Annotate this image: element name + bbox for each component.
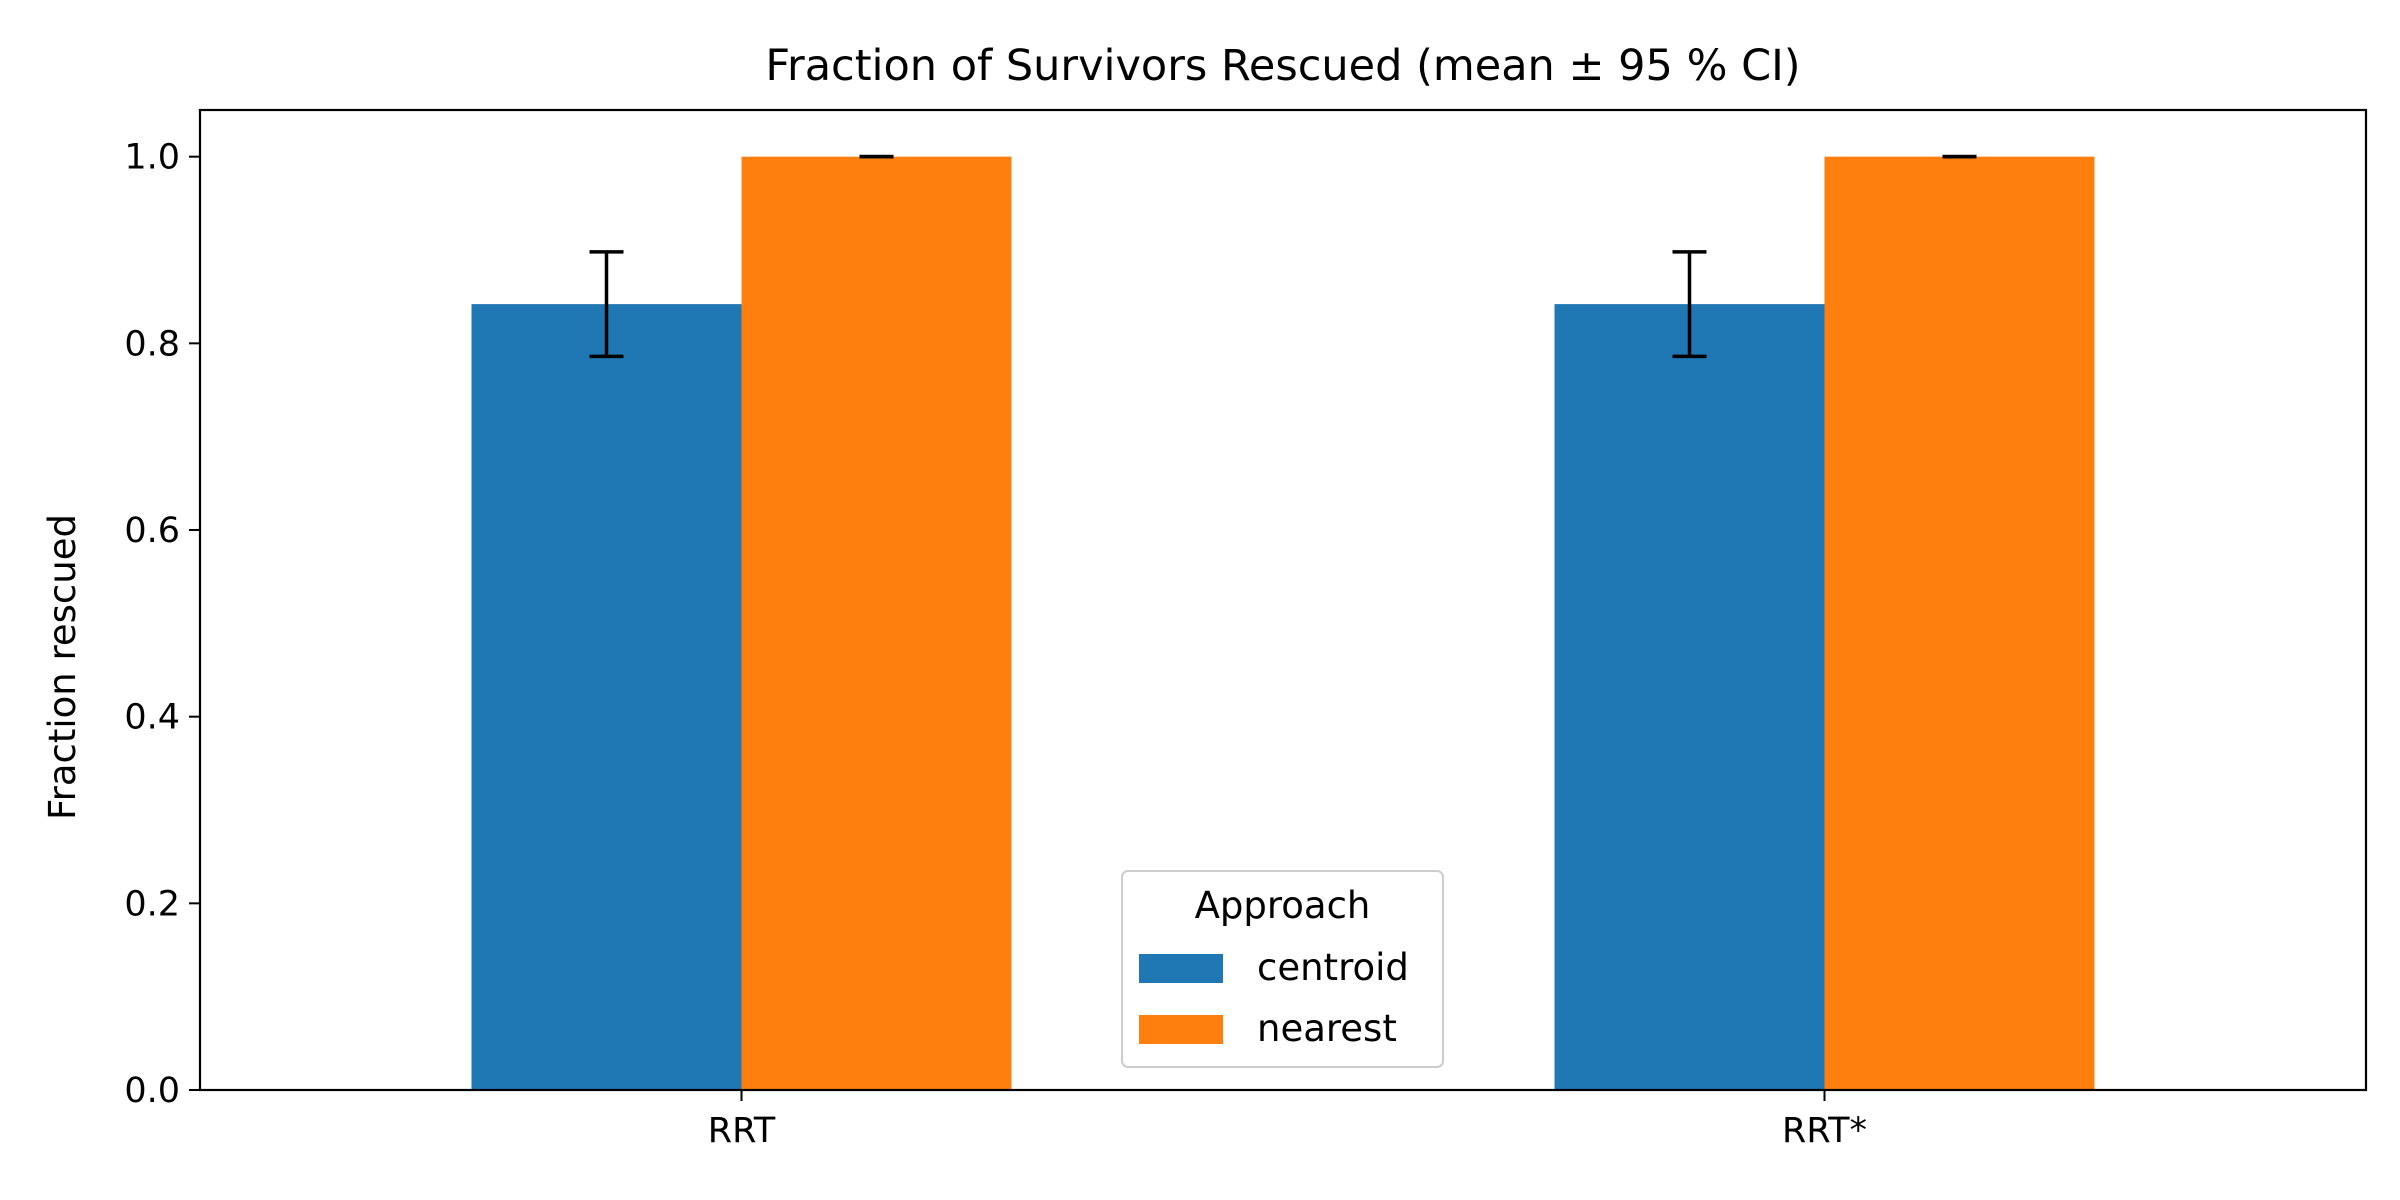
y-axis-label: Fraction rescued <box>41 514 84 820</box>
bar-centroid <box>471 304 742 1091</box>
plot-frame <box>198 108 2368 1092</box>
y-tick-label: 0.6 <box>124 511 180 551</box>
x-tick-label: RRT* <box>1782 1111 1867 1151</box>
plot-area <box>471 154 2095 1091</box>
x-tick-label: RRT <box>708 1111 776 1151</box>
legend-label: centroid <box>1257 946 1409 989</box>
error-bar <box>589 250 624 359</box>
y-tick-label: 0.0 <box>124 1071 180 1111</box>
chart-title: Fraction of Survivors Rescued (mean ± 95… <box>765 41 1800 91</box>
y-tick-label: 1.0 <box>124 138 180 178</box>
legend: Approach centroid nearest <box>1121 870 1444 1068</box>
bar-centroid <box>1554 304 1825 1091</box>
legend-label: nearest <box>1257 1007 1397 1050</box>
error-bar <box>1672 250 1707 359</box>
legend-swatch <box>1139 954 1223 983</box>
y-tick-label: 0.8 <box>124 324 180 364</box>
axes: 0.0 0.2 0.4 0.6 0.8 1.0 RRT RRT* <box>124 138 1867 1151</box>
legend-swatch <box>1139 1015 1223 1044</box>
bar-nearest <box>1824 156 2095 1090</box>
y-tick-label: 0.2 <box>124 884 180 924</box>
y-tick-label: 0.4 <box>124 698 180 738</box>
legend-title: Approach <box>1195 884 1371 927</box>
bar-nearest <box>741 156 1012 1090</box>
